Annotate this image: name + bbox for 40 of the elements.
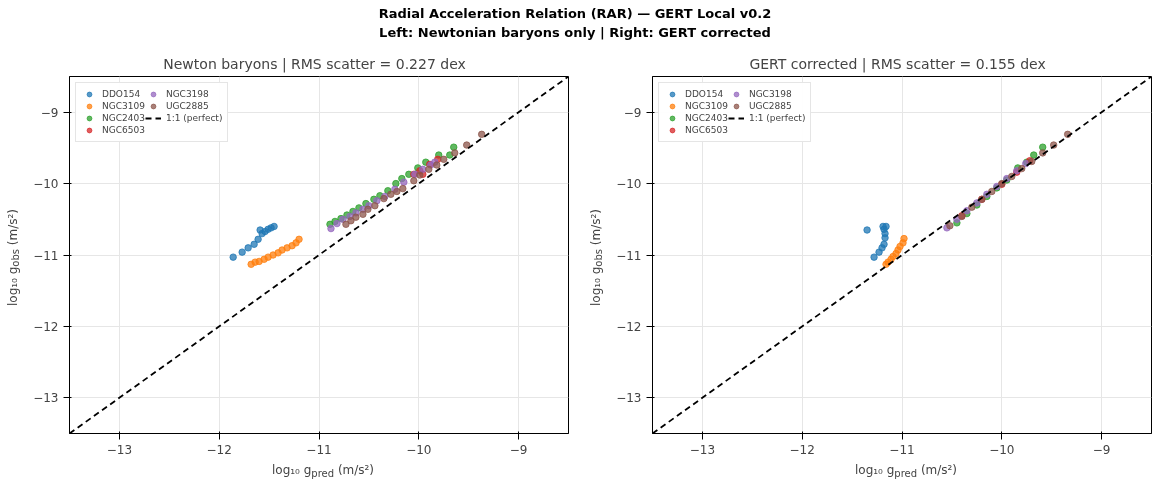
y-tick-label: −12 (616, 319, 642, 334)
legend-label: UGC2885 (165, 100, 209, 112)
x-tick-label: −11 (889, 442, 915, 457)
y-tick-label: −9 (623, 105, 642, 120)
x-axis-title: log₁₀ g$_{pred}$ (m/s²) (271, 462, 375, 482)
legend-label: NGC3198 (165, 88, 209, 100)
x-tick-label: −10 (406, 442, 432, 457)
legend-label: UGC2885 (748, 100, 792, 112)
x-tick-label: −9 (509, 442, 528, 457)
y-tick-label: −12 (33, 319, 59, 334)
legend-label: NGC3109 (102, 100, 145, 112)
x-tick-label: −9 (1092, 442, 1111, 457)
x-tick-label: −10 (989, 442, 1015, 457)
y-tick-label: −10 (33, 177, 59, 192)
legend-label: NGC3109 (685, 100, 728, 112)
text: Left: Newtonian baryons only | Right: GERT corrected (379, 24, 771, 40)
y-tick-label: −11 (616, 248, 642, 263)
y-tick-label: −13 (616, 391, 642, 406)
legend-label: 1:1 (perfect) (748, 112, 806, 124)
y-tick-label: −10 (616, 177, 642, 192)
x-tick-label: −11 (306, 442, 332, 457)
x-axis-title: log₁₀ g$_{pred}$ (m/s²) (854, 462, 958, 482)
x-tick-label: −12 (206, 442, 232, 457)
legend-label: DDO154 (685, 88, 724, 100)
chart-title: Newton baryons | RMS scatter = 0.227 dex (163, 55, 466, 73)
legend-label: DDO154 (102, 88, 141, 100)
legend-label: NGC6503 (102, 124, 145, 136)
chart-title: GERT corrected | RMS scatter = 0.155 dex (749, 55, 1046, 73)
legend-label: NGC2403 (102, 112, 145, 124)
y-tick-label: −11 (33, 248, 59, 263)
y-tick-label: −9 (40, 105, 59, 120)
x-tick-label: −12 (789, 442, 815, 457)
legend-label: NGC2403 (685, 112, 728, 124)
legend-label: NGC6503 (685, 124, 728, 136)
x-tick-label: −13 (106, 442, 133, 457)
x-tick-label: −13 (689, 442, 716, 457)
legend-label: 1:1 (perfect) (165, 112, 223, 124)
legend-label: NGC3198 (748, 88, 792, 100)
text: Radial Acceleration Relation (RAR) — GERT Local v0.2 (378, 6, 772, 21)
y-tick-label: −13 (33, 391, 59, 406)
